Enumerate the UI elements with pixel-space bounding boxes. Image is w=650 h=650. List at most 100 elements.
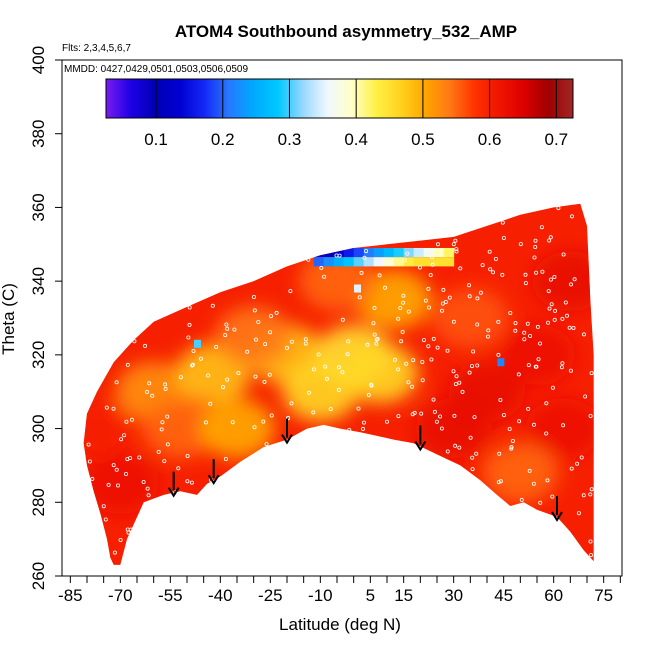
tropopause-arrow <box>167 471 180 498</box>
sample-point <box>371 321 376 326</box>
sample-point <box>467 294 472 299</box>
sample-point <box>523 281 528 286</box>
sample-point <box>470 455 475 460</box>
tropopause-arrow <box>207 459 220 486</box>
sample-point <box>137 455 142 460</box>
colorbar: 0.1 0.2 0.3 0.4 0.5 0.6 0.7 <box>105 78 574 149</box>
heatmap-region <box>449 361 525 422</box>
anomaly-band-cell <box>433 257 445 267</box>
sample-point <box>122 433 127 438</box>
y-axis-label: Theta (C) <box>0 283 18 355</box>
sample-point <box>538 500 543 505</box>
sample-point <box>475 363 480 368</box>
heatmap-region <box>83 453 159 514</box>
x-tick-label: -55 <box>158 586 183 605</box>
sample-point <box>533 364 538 369</box>
sample-point <box>365 342 370 347</box>
anomaly-band-cell <box>353 257 365 267</box>
sample-point <box>150 393 155 398</box>
arrow-head <box>414 440 427 452</box>
sample-point <box>124 419 129 424</box>
sample-point <box>324 376 329 381</box>
sample-point <box>570 214 575 219</box>
sample-point <box>90 476 95 481</box>
sample-point <box>263 342 268 347</box>
sample-point <box>582 332 587 337</box>
sample-point <box>501 413 506 418</box>
sample-point <box>445 449 450 454</box>
sample-point <box>544 431 549 436</box>
sample-point <box>156 449 161 454</box>
sample-point <box>469 364 474 369</box>
sample-point <box>186 335 191 340</box>
sample-point <box>303 337 308 342</box>
sample-point <box>187 305 192 310</box>
sample-point <box>561 423 566 428</box>
sample-point <box>497 451 502 456</box>
x-tick-label: -10 <box>308 586 333 605</box>
sample-point <box>346 339 351 344</box>
sample-point <box>527 468 532 473</box>
sample-point <box>588 413 593 418</box>
sample-point <box>423 298 428 303</box>
sample-point <box>404 361 409 366</box>
tropopause-arrow <box>281 418 293 445</box>
sample-point <box>439 308 444 313</box>
sample-point <box>382 285 387 290</box>
sample-point <box>261 419 266 424</box>
sample-point <box>533 238 538 243</box>
heatmap-region <box>199 398 275 459</box>
sample-point <box>548 235 553 240</box>
y-tick-label: 400 <box>29 46 48 74</box>
sample-point <box>372 332 377 337</box>
sample-point <box>475 322 480 327</box>
sample-point <box>536 357 541 362</box>
sample-point <box>141 479 146 484</box>
sample-point <box>262 379 267 384</box>
colorbar-tick-label: 0.2 <box>211 130 235 149</box>
sample-point <box>126 530 131 535</box>
sample-point <box>86 442 91 447</box>
y-tick-label: 360 <box>29 193 48 221</box>
sample-point <box>544 401 549 406</box>
sample-point <box>516 372 521 377</box>
sample-point <box>440 301 445 306</box>
sample-point <box>402 258 407 263</box>
sample-point <box>546 289 551 294</box>
sample-point <box>116 483 121 488</box>
anomaly-band-cell <box>413 247 425 258</box>
sample-point <box>501 235 506 240</box>
heatmap-region <box>142 398 219 459</box>
anomaly-band-cell <box>443 247 455 258</box>
heatmap-region <box>83 398 132 459</box>
sample-point <box>147 381 152 386</box>
sample-point <box>384 419 389 424</box>
sample-point <box>405 251 410 256</box>
sample-point <box>507 426 512 431</box>
arrow-head <box>167 487 180 498</box>
x-axis: -85 -70 -55 -40 -25 -10 5 15 30 45 60 75 <box>58 575 621 605</box>
sample-point <box>468 435 473 440</box>
sample-point <box>451 369 456 374</box>
sample-point <box>208 401 213 406</box>
sample-point <box>547 306 552 311</box>
sample-point <box>453 238 458 243</box>
sample-point <box>129 417 134 422</box>
sample-point <box>486 328 491 333</box>
sample-point <box>163 386 168 391</box>
sample-point <box>253 374 258 379</box>
sample-point <box>426 305 431 310</box>
anomaly-band-cell <box>423 247 435 258</box>
sample-point <box>429 357 434 362</box>
sample-point <box>420 359 425 364</box>
sample-point <box>589 487 594 492</box>
sample-point <box>145 486 150 491</box>
sample-point <box>101 504 106 509</box>
sample-point <box>87 459 92 464</box>
sample-point <box>575 461 580 466</box>
y-tick-label: 320 <box>29 341 48 369</box>
anomaly-band-cell <box>383 257 395 267</box>
sample-point <box>498 397 503 402</box>
sample-point <box>553 308 558 313</box>
sample-point <box>361 420 366 425</box>
